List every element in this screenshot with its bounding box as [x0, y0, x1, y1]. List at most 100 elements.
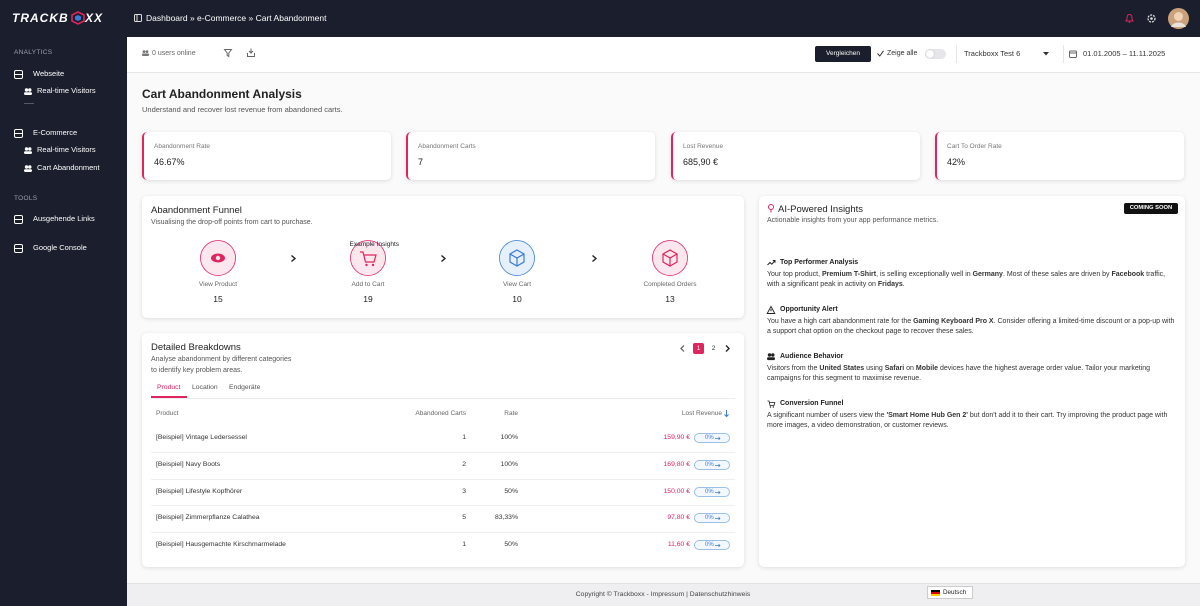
cell-carts: 2 [462, 461, 466, 468]
insight-heading-icon [767, 353, 775, 361]
notification-icon[interactable] [1125, 13, 1134, 24]
page-button[interactable]: 1 [693, 343, 704, 354]
insight-body: You have a high cart abandonment rate fo… [767, 317, 1179, 336]
funnel-arrow [591, 254, 597, 263]
trend-arrow [715, 436, 721, 441]
kpi-label: Cart To Order Rate [947, 143, 1002, 150]
funnel-step-value: 15 [213, 294, 223, 304]
kpi-label: Abandonment Rate [154, 143, 211, 150]
sort-arrow [724, 410, 729, 418]
project-select[interactable] [956, 45, 1057, 63]
row-divider [151, 531, 735, 533]
insight-text: using [864, 365, 885, 372]
tab[interactable]: Endgeräte [229, 384, 261, 391]
funnel-step-label: Add to Cart [351, 281, 385, 288]
funnel-step-icon [200, 240, 236, 276]
breakdown-card: Detailed Breakdowns Analyse abandonment b… [142, 333, 744, 567]
settings-icon[interactable] [1147, 14, 1156, 23]
page-title: Cart Abandonment Analysis [142, 87, 302, 101]
funnel-step-value: 19 [363, 294, 373, 304]
footer-copyright[interactable]: Copyright © Trackboxx - Impressum | Date… [575, 591, 751, 598]
trend-arrow [715, 516, 721, 521]
insights-title: AI-Powered Insights [778, 204, 864, 215]
column-header[interactable]: Lost Revenue [681, 410, 722, 417]
nav-icon [14, 70, 23, 79]
cell-revenue: 150,00 € [663, 488, 690, 495]
example-insights-button[interactable]: Example Insights [349, 241, 400, 248]
insight-body: A significant number of users view the '… [767, 411, 1179, 430]
kpi-value: 685,90 € [683, 157, 719, 167]
funnel-step-value: 10 [512, 294, 522, 304]
cell-rate: 100% [500, 434, 518, 441]
insight-body: Your top product, Premium T-Shirt, is se… [767, 270, 1179, 289]
kpi-value: 46.67% [154, 157, 185, 167]
nav-subitem[interactable]: Real-time Visitors [37, 145, 96, 154]
funnel-arrow [440, 254, 446, 263]
cell-revenue: 169,80 € [663, 461, 690, 468]
insight-highlight: Premium T-Shirt [822, 271, 877, 278]
tab[interactable]: Location [192, 384, 218, 391]
kpi-card: Lost Revenue 685,90 € [671, 132, 920, 180]
funnel-step-label: Completed Orders [643, 281, 697, 288]
compare-button[interactable]: Vergleichen [815, 46, 871, 62]
kpi-value: 42% [947, 157, 966, 167]
page-prev[interactable] [680, 345, 685, 352]
page-number: 2 [711, 345, 716, 352]
trend-arrow [715, 543, 721, 548]
funnel-step-icon [350, 240, 386, 276]
nav-subitem[interactable]: Real-time Visitors [37, 86, 96, 95]
users-icon [142, 50, 149, 56]
trend-value: 0% [705, 462, 714, 468]
nav-item[interactable]: E-Commerce [33, 128, 78, 137]
insight-highlight: United States [819, 365, 865, 372]
page-next[interactable] [725, 345, 730, 352]
sidebar-heading: ANALYTICS [14, 49, 53, 56]
nav-subitem[interactable]: Cart Abandonment [37, 163, 100, 172]
nav-item[interactable]: Google Console [33, 243, 87, 252]
nav-item[interactable]: Webseite [33, 69, 65, 78]
cell-revenue: 11,60 € [667, 541, 690, 548]
language-label: Deutsch [943, 589, 967, 596]
column-header: Rate [504, 410, 518, 417]
insights-icon [768, 204, 774, 213]
nav-item[interactable]: Ausgehende Links [33, 214, 95, 223]
toolbar [127, 37, 1200, 73]
funnel-title: Abandonment Funnel [151, 205, 242, 216]
cell-revenue: 159,90 € [663, 434, 690, 441]
insight-text: traffic, with a significant peak in acti… [767, 271, 1166, 288]
insight-body: Visitors from the United States using Sa… [767, 364, 1179, 383]
tab[interactable]: Product [157, 384, 181, 391]
language-selector[interactable]: Deutsch [927, 586, 973, 599]
show-all-toggle[interactable] [925, 49, 946, 59]
top-bar [0, 0, 1200, 37]
cell-product: [Beispiel] Zimmerpflanze Calathea [156, 514, 260, 521]
trend-badge: 0% [694, 540, 730, 550]
export-icon[interactable] [247, 48, 255, 57]
insight-highlight: 'Smart Home Hub Gen 2' [886, 412, 968, 419]
breakdown-subtitle: Analyse abandonment by different categor… [151, 356, 292, 363]
kpi-value: 7 [418, 157, 424, 167]
row-divider [151, 451, 735, 453]
funnel-step-icon [652, 240, 688, 276]
avatar[interactable] [1168, 8, 1189, 29]
kpi-card: Cart To Order Rate 42% [935, 132, 1184, 180]
funnel-card: Abandonment Funnel Visualising the drop-o… [142, 196, 744, 318]
page-button[interactable]: 2 [708, 343, 719, 354]
date-picker[interactable] [1063, 45, 1189, 63]
insight-highlight: Germany [972, 271, 1003, 278]
coming-soon-label: COMING SOON [1129, 205, 1173, 211]
kpi-card: Abandonment Rate 46.67% [142, 132, 391, 180]
cell-carts: 3 [462, 488, 466, 495]
language-flag [931, 590, 940, 596]
insight-highlight: Fridays [877, 280, 903, 288]
trend-arrow [715, 490, 721, 495]
project-name: Trackboxx Test 6 [964, 49, 1021, 58]
insight-heading-icon [766, 305, 776, 314]
filter-icon[interactable] [223, 49, 233, 58]
cell-rate: 83,33% [494, 514, 518, 521]
trend-value: 0% [705, 515, 714, 521]
column-header: Abandoned Carts [415, 410, 466, 417]
logo-text: XX [85, 11, 104, 25]
nav-subicon [24, 165, 32, 172]
breakdown-subtitle: to identify key problem areas. [151, 367, 243, 374]
